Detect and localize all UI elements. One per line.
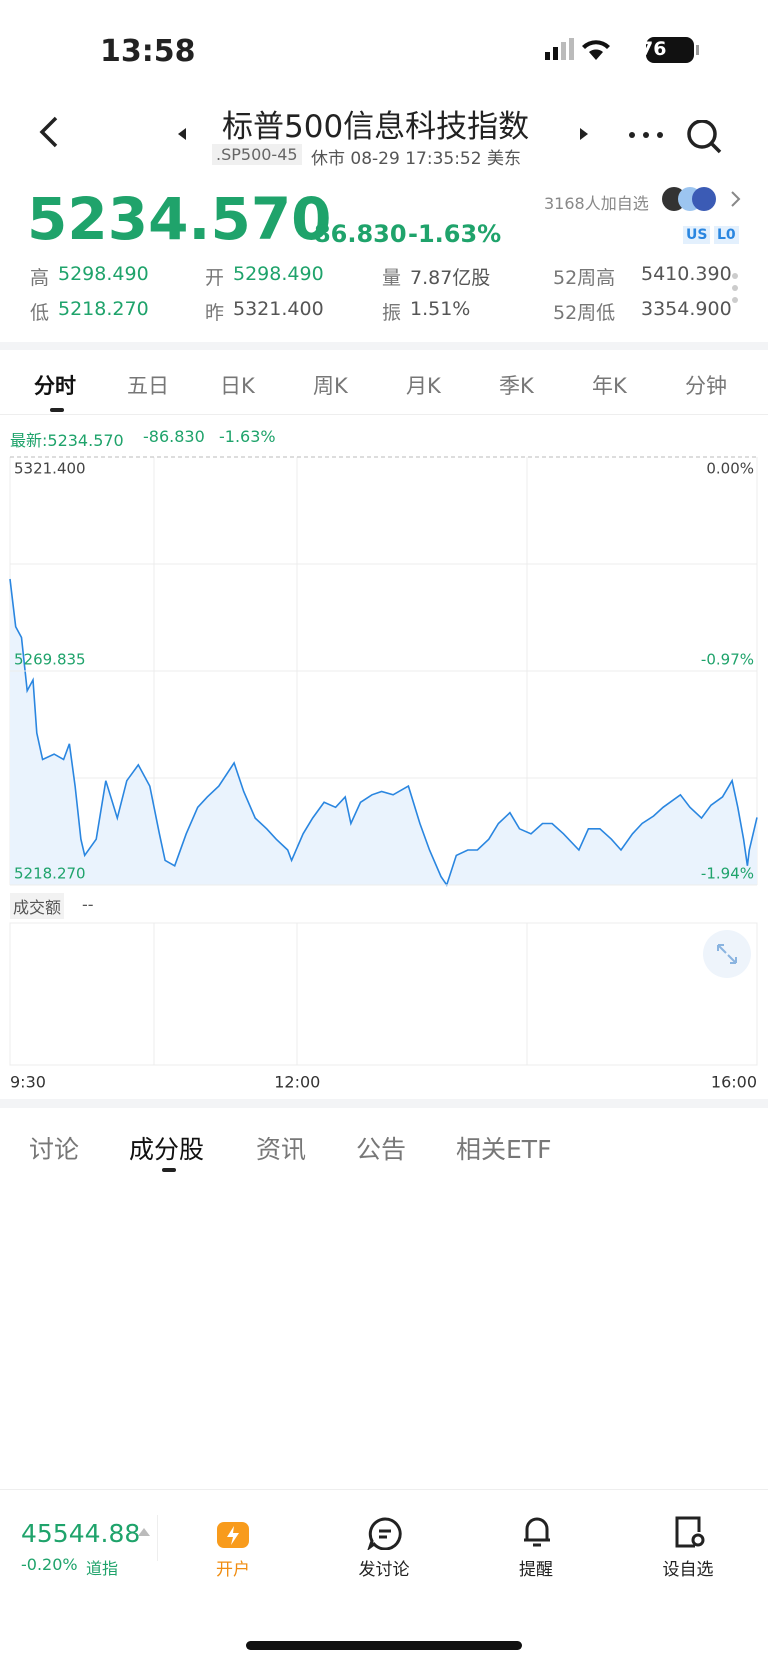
price: 5234.570	[27, 185, 332, 253]
icon-alert	[524, 1517, 550, 1547]
back-button[interactable]	[30, 112, 70, 152]
more-stats[interactable]	[730, 270, 740, 310]
stat-value: 7.87亿股	[410, 267, 491, 289]
separator	[0, 342, 768, 350]
expand-button[interactable]	[703, 930, 751, 978]
stat-label: 高	[30, 267, 50, 289]
tab-indicator	[162, 1168, 176, 1172]
tab[interactable]: 月K	[406, 374, 441, 398]
bottom-divider	[0, 1489, 768, 1490]
latest-change-pct: -1.63%	[219, 427, 276, 446]
dow-change: -0.20%	[21, 1555, 78, 1574]
divider	[0, 414, 768, 415]
stat-label: 昨	[205, 302, 225, 324]
stat-label: 52周低	[553, 302, 616, 324]
stat-value: 3354.900	[641, 298, 732, 320]
latest-change: -86.830	[143, 427, 205, 446]
dow-value[interactable]: 45544.88	[21, 1519, 141, 1548]
y-tick-label: 5321.400	[14, 460, 86, 478]
tab[interactable]: 季K	[499, 374, 534, 398]
section-tab[interactable]: 相关ETF	[456, 1135, 552, 1164]
status-time: 13:58	[100, 34, 196, 69]
change: -86.830	[304, 220, 407, 248]
action-label[interactable]: 发讨论	[358, 1560, 410, 1580]
icon-open	[217, 1522, 249, 1548]
x-tick-label: 12:00	[274, 1073, 320, 1092]
prev-button[interactable]	[176, 126, 188, 142]
expand-icon	[717, 944, 737, 964]
stat-value: 1.51%	[410, 298, 471, 320]
watchers[interactable]: 3168人加自选	[544, 194, 649, 213]
intraday-chart: 5218.270 5269.835 5321.400 -1.94% -0.97% 0.00…	[9, 456, 758, 1092]
tab-indicator	[50, 408, 64, 412]
status-icons	[545, 37, 699, 63]
tab[interactable]: 周K	[313, 374, 348, 398]
stat-value: 5298.490	[233, 263, 324, 285]
latest-price: 最新:5234.570	[10, 431, 124, 450]
volume-value: --	[82, 895, 94, 914]
price-line	[9, 578, 758, 887]
x-tick-label: 9:30	[10, 1073, 46, 1092]
stat-value: 5298.490	[58, 263, 149, 285]
section-tab[interactable]: 资讯	[256, 1135, 307, 1164]
separator	[0, 1099, 768, 1108]
header-actions[interactable]	[628, 120, 728, 156]
stat-label: 开	[205, 267, 225, 289]
index-code: .SP500-45	[212, 144, 302, 165]
divider	[157, 1515, 158, 1561]
badge: US	[683, 226, 711, 244]
area-fill	[10, 579, 757, 885]
y2-tick-label: -0.97%	[701, 651, 754, 669]
watcher-avatars	[662, 187, 741, 211]
stat-label: 量	[382, 267, 402, 289]
grid-layout	[9, 457, 758, 1066]
market-status: 休市 08-29 17:35:52 美东	[311, 149, 521, 169]
badge: L0	[714, 226, 739, 244]
section-tab[interactable]: 成分股	[129, 1135, 205, 1164]
x-tick-label: 16:00	[711, 1073, 757, 1092]
stat-value: 5321.400	[233, 298, 324, 320]
volume-label: 成交额	[10, 893, 65, 919]
icon-discuss	[367, 1517, 402, 1550]
tab[interactable]: 年K	[592, 374, 627, 398]
tab[interactable]: 五日	[127, 374, 169, 398]
action-label[interactable]: 提醒	[519, 1560, 553, 1580]
page-title: 标普500信息科技指数	[222, 109, 530, 145]
stat-label: 52周高	[553, 267, 616, 289]
y2-tick-label: -1.94%	[701, 865, 754, 883]
y-tick-label: 5269.835	[14, 651, 86, 669]
section-tab[interactable]: 讨论	[29, 1135, 80, 1164]
stat-value: 5218.270	[58, 298, 149, 320]
home-indicator	[246, 1641, 522, 1650]
tab[interactable]: 日K	[220, 374, 255, 398]
tab[interactable]: 分钟	[685, 374, 727, 398]
up-arrow	[138, 1528, 150, 1536]
stat-label: 低	[30, 302, 50, 324]
y2-tick-label: 0.00%	[706, 460, 754, 478]
section-tab[interactable]: 公告	[356, 1135, 407, 1164]
stat-value: 5410.390	[641, 263, 732, 285]
action-label[interactable]: 设自选	[662, 1560, 714, 1580]
next-button[interactable]	[578, 126, 590, 142]
icon-watch	[675, 1516, 705, 1548]
dow-name: 道指	[86, 1559, 119, 1578]
y-tick-label: 5218.270	[14, 865, 86, 883]
battery-level: 76	[640, 38, 667, 60]
tab[interactable]: 分时	[34, 374, 76, 398]
change-pct: -1.63%	[408, 220, 502, 248]
stat-label: 振	[382, 302, 402, 324]
action-label[interactable]: 开户	[216, 1560, 250, 1580]
